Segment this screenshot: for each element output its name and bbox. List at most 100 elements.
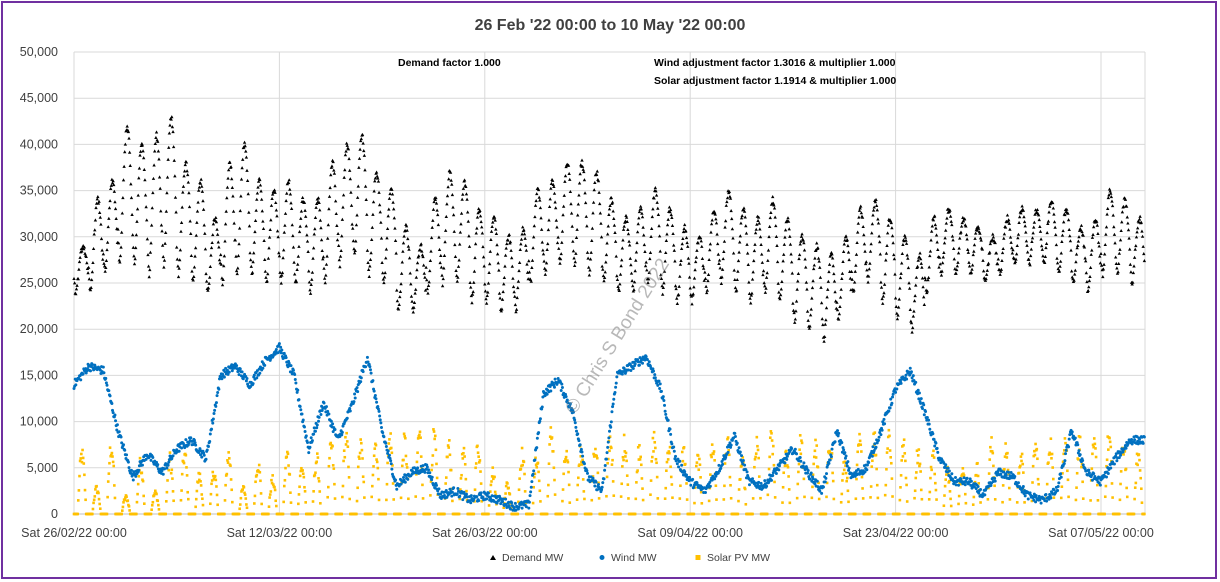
demand-point [789,252,793,256]
wind-point [651,367,655,371]
solar-point [169,471,173,475]
demand-point [555,241,560,245]
demand-point [288,192,293,196]
demand-point [156,149,161,153]
solar-point [284,466,287,470]
demand-point [806,318,810,322]
demand-point [816,256,821,260]
demand-point [524,248,529,252]
demand-point [199,177,203,181]
solar-point [435,462,438,466]
wind-point [880,428,884,432]
demand-point [208,264,213,268]
demand-point [220,283,225,287]
demand-point [175,257,180,261]
demand-point [91,260,95,265]
solar-point [1037,482,1040,486]
demand-point [687,261,691,265]
solar-point [796,482,800,486]
demand-point [163,230,168,235]
demand-point [813,256,817,260]
demand-point [913,293,917,298]
demand-point [478,214,483,218]
demand-point [796,271,801,275]
solar-point [465,489,468,493]
solar-point [726,436,730,439]
solar-point [1001,484,1005,487]
solar-point [638,443,641,447]
demand-point [263,257,267,261]
solar-point [795,512,798,516]
solar-point [532,485,535,489]
demand-point [797,253,802,257]
solar-point [575,512,578,516]
solar-point [193,512,197,516]
demand-point [373,176,378,180]
solar-point [391,464,394,467]
solar-point [545,512,549,516]
demand-point [738,234,743,238]
demand-point [486,290,490,294]
demand-point [933,223,938,227]
demand-point [640,211,644,215]
demand-point [659,276,664,280]
demand-point [760,260,765,264]
wind-point [845,464,849,468]
demand-point [777,290,781,294]
demand-point [848,276,853,280]
demand-point [192,265,197,269]
wind-point [308,445,312,449]
wind-point [376,405,380,409]
solar-point [358,451,362,455]
demand-point [245,178,250,182]
demand-point [125,124,129,128]
wind-point [576,432,580,436]
wind-point [1106,472,1110,476]
demand-point [127,150,132,154]
demand-point [385,236,389,240]
solar-point [195,489,199,493]
solar-point [904,459,907,463]
wind-point [134,474,138,478]
wind-point [102,371,106,375]
solar-point [404,436,407,440]
wind-point [745,470,749,474]
solar-point [890,461,893,465]
wind-point [458,494,462,498]
solar-point [226,459,229,462]
demand-point [409,282,413,286]
wind-point [891,392,895,396]
solar-point [199,484,203,487]
solar-point [434,448,438,452]
demand-point [665,232,669,236]
wind-point [936,450,940,454]
demand-point [787,227,791,231]
solar-point [106,495,109,499]
demand-point [203,247,208,251]
demand-point [130,212,134,217]
wind-point [552,385,556,389]
demand-point [101,252,106,256]
solar-point [1059,496,1063,500]
demand-point [692,276,697,280]
wind-point [571,410,575,414]
solar-point [813,449,817,453]
solar-point [315,460,318,464]
demand-point [327,207,331,211]
demand-point [518,247,522,251]
solar-point [580,463,584,466]
solar-point [253,502,256,505]
solar-point [567,483,571,487]
wind-point [296,388,300,392]
demand-point [852,280,857,284]
demand-point [893,296,898,300]
demand-point [799,234,804,238]
demand-point [274,208,279,212]
demand-point [120,211,124,215]
solar-point [356,465,360,469]
wind-point [1098,483,1102,487]
solar-point [1110,482,1114,485]
demand-point [761,273,765,277]
demand-point [514,307,519,311]
solar-point [1036,477,1040,481]
